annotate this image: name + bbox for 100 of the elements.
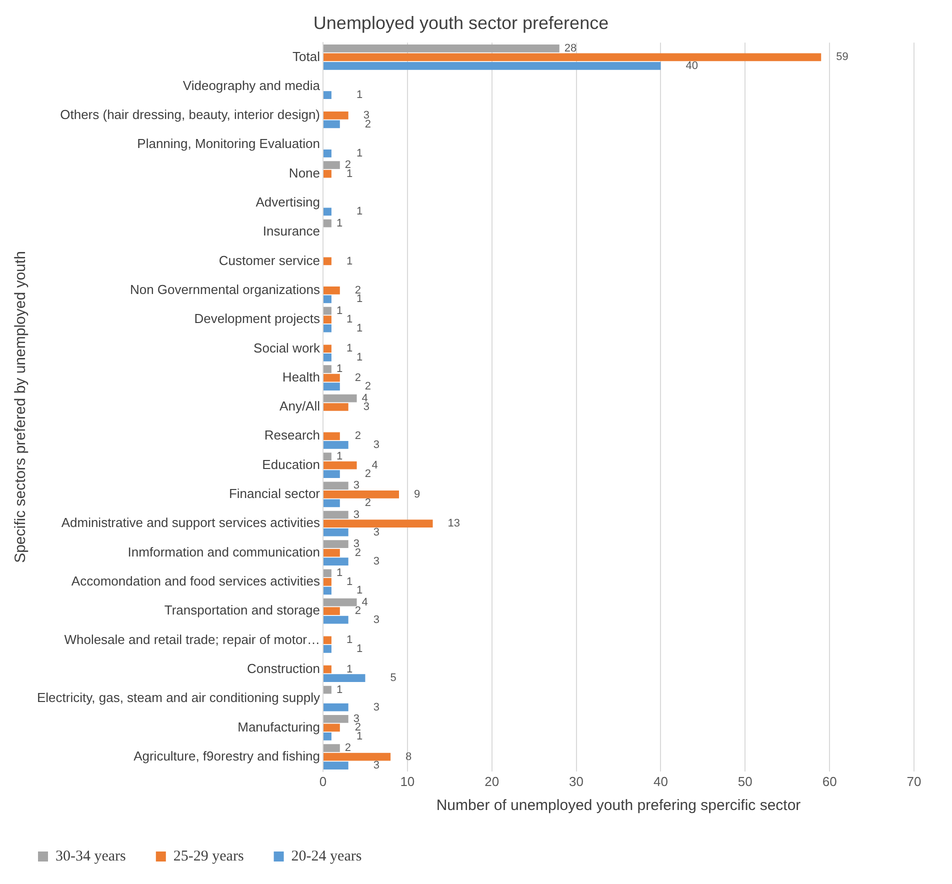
bar — [324, 482, 348, 490]
data-label: 1 — [356, 584, 363, 597]
bar — [324, 382, 340, 391]
y-tick-label: Any/All — [280, 398, 320, 414]
bar — [324, 490, 399, 498]
y-tick-label: Manufacturing — [238, 719, 320, 734]
data-label: 3 — [373, 526, 380, 538]
data-label: 2 — [344, 742, 352, 754]
data-label: 1 — [356, 351, 363, 364]
bar — [324, 149, 332, 158]
x-tick-label: 40 — [653, 774, 668, 789]
y-tick-label: Electricity, gas, steam and air conditioning supply — [36, 690, 321, 706]
data-label: 3 — [373, 438, 380, 451]
bar — [324, 558, 348, 566]
y-tick-label: Planning, Monitoring Evaluation — [137, 136, 320, 152]
y-tick-label: None — [288, 165, 320, 180]
bar — [324, 703, 348, 712]
bar — [324, 528, 348, 536]
x-axis-title: Number of unemployed youth prefering spercific sector — [436, 797, 801, 814]
x-tick-label: 60 — [822, 774, 837, 789]
data-label: 1 — [356, 147, 363, 160]
data-label: 2 — [354, 546, 362, 559]
y-tick-label: Non Governmental organizations — [130, 282, 320, 297]
bar — [324, 598, 357, 606]
bar — [324, 499, 340, 508]
y-tick-label: Customer service — [218, 252, 320, 268]
bar — [324, 208, 332, 216]
bar — [324, 520, 433, 528]
bar — [324, 461, 357, 470]
bar — [324, 645, 332, 653]
data-label: 1 — [346, 314, 353, 326]
bar — [324, 295, 332, 304]
bar — [324, 616, 348, 624]
data-label: 1 — [346, 634, 353, 646]
bar — [324, 374, 340, 382]
bar — [324, 62, 661, 70]
bar — [324, 53, 822, 62]
data-label: 1 — [336, 567, 343, 580]
data-label: 3 — [373, 614, 380, 626]
data-label: 1 — [346, 576, 353, 588]
bar — [324, 161, 340, 169]
bar — [324, 120, 340, 128]
x-tick-label: 0 — [319, 774, 327, 789]
data-label: 1 — [336, 217, 343, 230]
data-label: 3 — [363, 401, 370, 414]
bar — [324, 452, 332, 460]
y-tick-label: Research — [264, 428, 320, 443]
y-tick-label: Total — [292, 48, 320, 64]
data-label: 5 — [390, 672, 396, 684]
data-label: 3 — [353, 480, 360, 492]
data-label: 1 — [346, 342, 353, 355]
bar — [324, 316, 332, 324]
y-tick-label: Education — [262, 456, 320, 472]
data-label: 1 — [356, 642, 363, 655]
data-label: 2 — [364, 468, 372, 480]
data-label: 3 — [353, 508, 360, 521]
x-tick-label: 50 — [738, 774, 752, 789]
y-tick-label: Inmformation and communication — [128, 544, 320, 560]
bar — [324, 44, 560, 52]
data-label: 1 — [346, 663, 353, 676]
bar — [324, 548, 340, 557]
data-label: 1 — [336, 363, 343, 376]
data-label: 1 — [336, 450, 343, 463]
chart-title: Unemployed youth sector preference — [313, 12, 609, 33]
bar — [324, 586, 332, 595]
data-label: 2 — [354, 372, 362, 384]
bar — [324, 365, 332, 374]
data-label: 2 — [364, 380, 372, 393]
bar — [324, 724, 340, 732]
bar — [324, 112, 348, 120]
bar — [324, 394, 357, 402]
x-tick-label: 30 — [569, 774, 584, 789]
bar — [324, 686, 332, 694]
data-label: 40 — [686, 60, 698, 72]
bar — [324, 432, 340, 440]
legend-label: 30-34 years — [56, 848, 126, 864]
bar — [324, 257, 332, 266]
data-label: 1 — [336, 304, 343, 317]
y-axis-title: Specific sectors prefered by unemployed youth — [12, 251, 30, 563]
y-tick-label: Social work — [254, 340, 321, 356]
bar — [324, 569, 332, 578]
x-tick-label: 70 — [906, 774, 922, 789]
data-label: 2 — [354, 430, 362, 442]
bar — [324, 403, 348, 411]
bar — [324, 665, 332, 674]
legend-label: 25-29 years — [173, 848, 244, 864]
data-label: 1 — [356, 293, 363, 306]
bar — [324, 636, 332, 644]
data-label: 1 — [356, 206, 363, 218]
data-label: 3 — [373, 760, 380, 772]
bar — [324, 674, 366, 682]
x-tick-label: 20 — [484, 774, 500, 789]
data-label: 3 — [373, 556, 380, 568]
data-label: 2 — [364, 497, 372, 510]
data-label: 9 — [414, 488, 420, 500]
bar — [324, 732, 332, 740]
data-label: 4 — [362, 596, 368, 608]
bar — [324, 510, 348, 519]
data-label: 1 — [336, 684, 343, 696]
bar — [324, 354, 332, 362]
